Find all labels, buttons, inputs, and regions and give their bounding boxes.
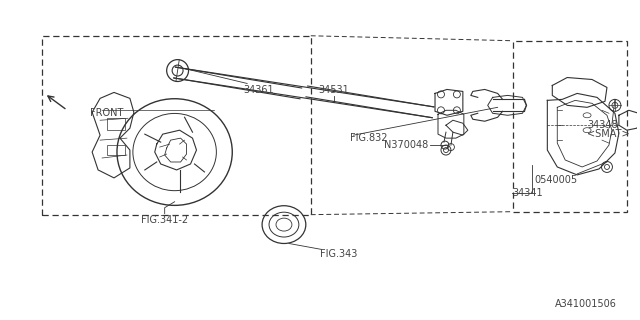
Bar <box>42 36 311 215</box>
Text: N370048: N370048 <box>384 140 428 150</box>
Text: <SMAT>: <SMAT> <box>587 129 630 139</box>
Text: FIG.341-2: FIG.341-2 <box>141 215 188 225</box>
Bar <box>107 145 125 155</box>
Text: A341001506: A341001506 <box>555 299 617 309</box>
Text: FRONT: FRONT <box>90 108 124 118</box>
Text: 0540005: 0540005 <box>534 175 577 185</box>
Text: 34341: 34341 <box>513 188 543 198</box>
Text: FIG.832: FIG.832 <box>349 133 387 143</box>
Bar <box>107 118 125 130</box>
Text: 34361: 34361 <box>244 85 275 95</box>
Text: 34348: 34348 <box>587 120 618 130</box>
Text: 34531: 34531 <box>318 85 349 95</box>
Bar <box>513 41 627 212</box>
Text: FIG.343: FIG.343 <box>320 249 357 260</box>
